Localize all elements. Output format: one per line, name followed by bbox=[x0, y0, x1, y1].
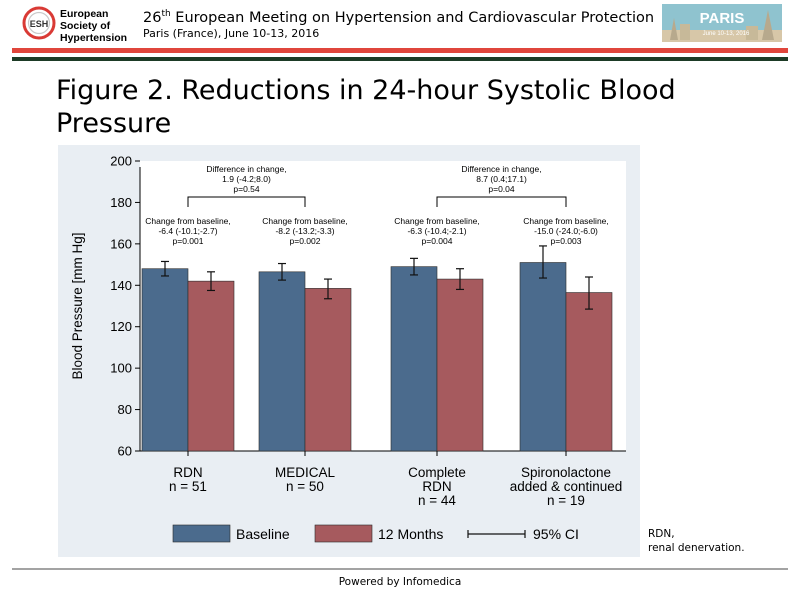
x-category-label: RDN bbox=[173, 465, 202, 480]
society-name-line: Hypertension bbox=[60, 32, 128, 44]
change-annotation: -8.2 (-13.2;-3.3) bbox=[275, 226, 334, 236]
slide-header: ESH European Society of Hypertension 26t… bbox=[0, 0, 800, 48]
change-annotation: Change from baseline, bbox=[262, 216, 348, 226]
header-red-rule bbox=[12, 48, 788, 53]
change-annotation: -15.0 (-24.0;-6.0) bbox=[534, 226, 598, 236]
comparison-bracket bbox=[187, 196, 306, 207]
bar-12-months bbox=[304, 288, 352, 452]
bar-baseline bbox=[141, 268, 189, 452]
x-category-label: RDN bbox=[422, 479, 451, 494]
bar-baseline bbox=[390, 266, 438, 452]
comparison-bracket bbox=[436, 196, 567, 207]
change-annotation: p=0.001 bbox=[173, 236, 204, 246]
legend-label-12-months: 12 Months bbox=[378, 526, 443, 542]
x-category-label: n = 50 bbox=[286, 479, 324, 494]
footer-text: Powered by Infomedica bbox=[338, 576, 462, 588]
change-annotation: Change from baseline, bbox=[523, 216, 609, 226]
y-tick-label: 140 bbox=[110, 278, 132, 293]
bar-chart: 60 80 100 120 140 160 180 200 Blood Pressure [mm… bbox=[58, 145, 640, 557]
meeting-title-text: European Meeting on Hypertension and Car… bbox=[170, 9, 655, 26]
header-green-rule bbox=[12, 57, 788, 61]
y-tick-label: 200 bbox=[110, 154, 132, 169]
x-category-label: Spironolactone bbox=[521, 465, 611, 480]
comparison-annotation: p=0.54 bbox=[233, 184, 260, 194]
bar-12-months bbox=[436, 278, 484, 452]
x-category-label: added & continued bbox=[510, 479, 623, 494]
change-annotation: p=0.004 bbox=[422, 236, 453, 246]
change-annotation: Change from baseline, bbox=[145, 216, 231, 226]
y-tick-label: 120 bbox=[110, 319, 132, 334]
comparison-annotation: 1.9 (-4.2;8.0) bbox=[222, 174, 271, 184]
y-tick-label: 100 bbox=[110, 361, 132, 376]
bar-12-months bbox=[187, 280, 235, 452]
abbreviation-note: RDN, renal denervation. bbox=[648, 528, 745, 554]
badge-dates: June 10-13, 2016 bbox=[703, 31, 750, 37]
x-category-label: MEDICAL bbox=[275, 465, 336, 480]
comparison-annotation: 8.7 (0.4;17.1) bbox=[476, 174, 527, 184]
change-annotation: -6.4 (-10.1;-2.7) bbox=[158, 226, 217, 236]
x-category-label: n = 19 bbox=[547, 493, 585, 508]
comparison-annotation: Difference in change, bbox=[461, 164, 541, 174]
y-tick-label: 80 bbox=[118, 402, 132, 417]
legend-label-baseline: Baseline bbox=[236, 526, 290, 542]
badge-title: PARIS bbox=[700, 10, 745, 27]
change-annotation: p=0.002 bbox=[290, 236, 321, 246]
comparison-annotation: Difference in change, bbox=[206, 164, 286, 174]
y-tick-label: 60 bbox=[118, 444, 132, 459]
y-axis-label: Blood Pressure [mm Hg] bbox=[70, 232, 85, 379]
comparison-annotation: p=0.04 bbox=[488, 184, 515, 194]
change-annotation: Change from baseline, bbox=[394, 216, 480, 226]
legend-swatch-12-months bbox=[314, 524, 373, 543]
x-category-label: n = 44 bbox=[418, 493, 456, 508]
meeting-subtitle: Paris (France), June 10-13, 2016 bbox=[143, 27, 320, 40]
figure-title: Figure 2. Reductions in 24-hour Systolic… bbox=[56, 75, 676, 139]
society-name-line: Society of bbox=[60, 20, 111, 32]
society-name-line: European bbox=[60, 8, 109, 20]
y-tick-label: 180 bbox=[110, 195, 132, 210]
bar-12-months bbox=[565, 292, 613, 452]
logo-abbr: ESH bbox=[30, 19, 49, 29]
bar-baseline bbox=[258, 271, 306, 452]
meeting-number-suffix: th bbox=[161, 9, 171, 19]
meeting-number: 26 bbox=[143, 9, 162, 26]
paris-badge-icon: PARIS June 10-13, 2016 bbox=[662, 4, 782, 42]
y-tick-label: 160 bbox=[110, 236, 132, 251]
change-annotation: p=0.003 bbox=[551, 236, 582, 246]
bar-baseline bbox=[519, 262, 567, 452]
legend-label-ci: 95% CI bbox=[533, 526, 579, 542]
change-annotation: -6.3 (-10.4;-2.1) bbox=[407, 226, 466, 236]
footer-rule bbox=[12, 568, 788, 570]
society-name: European Society of Hypertension bbox=[60, 8, 127, 44]
esh-logo-icon: ESH bbox=[22, 6, 56, 40]
meeting-title: 26th European Meeting on Hypertension an… bbox=[143, 9, 654, 26]
x-category-label: Complete bbox=[408, 465, 466, 480]
legend-swatch-baseline bbox=[172, 524, 231, 543]
x-category-label: n = 51 bbox=[169, 479, 207, 494]
